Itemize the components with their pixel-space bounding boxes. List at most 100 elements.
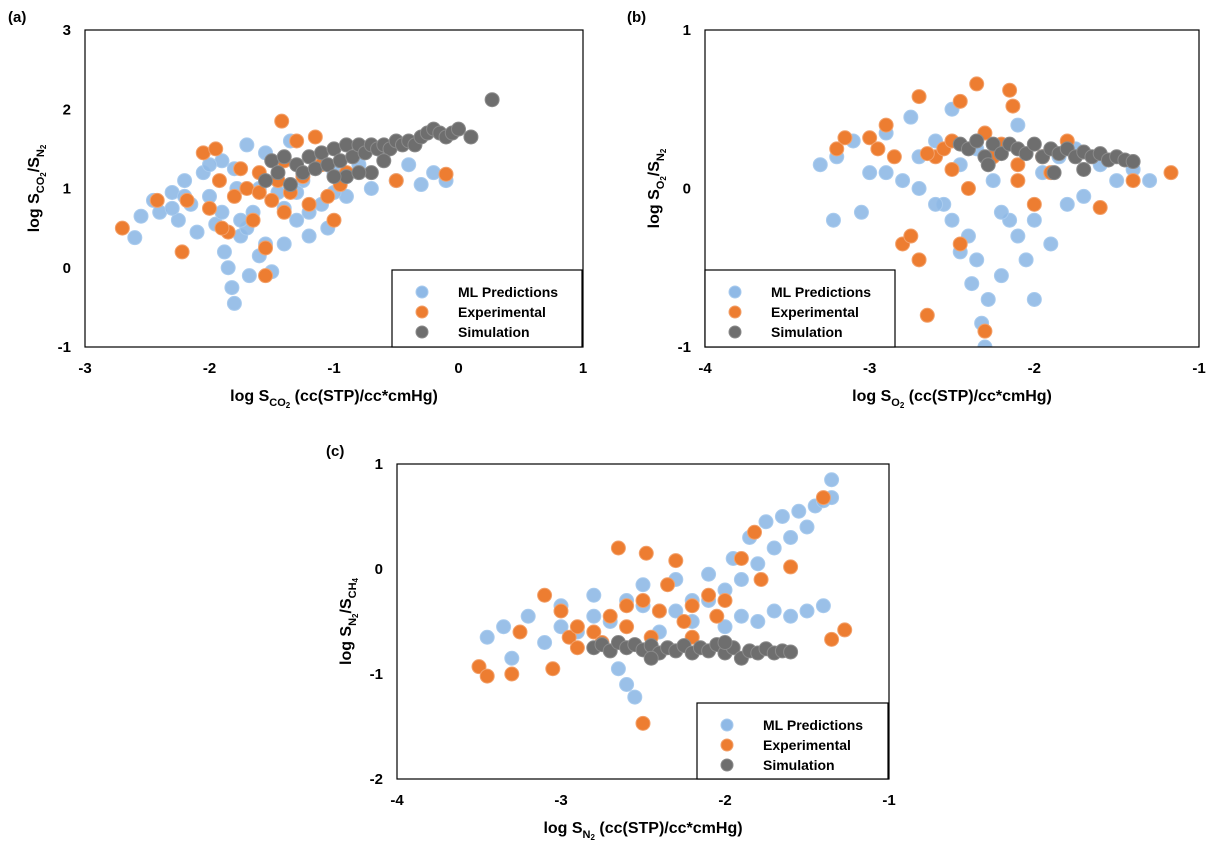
experimental-legend-label: Experimental [771,304,859,320]
x-tick-label: -4 [698,360,712,377]
experimental-point [586,624,602,640]
x-tick-label: -2 [718,792,731,809]
simulation-point [326,169,342,185]
experimental-point [545,661,561,677]
experimental-point [610,540,626,556]
simulation-point [717,635,733,650]
experimental-point [837,130,853,146]
ml-predictions-point [216,244,232,260]
experimental-point [619,619,635,635]
simulation-point [295,165,311,181]
simulation-point [993,146,1009,162]
experimental-point [553,603,569,619]
ml-predictions-point [241,268,257,284]
ml-predictions-point [799,603,815,619]
x-tick-label: -3 [78,360,91,377]
ml-predictions-point [701,566,717,582]
ml-predictions-point [553,619,569,635]
y-tick-label: 1 [375,456,383,473]
experimental-point [952,236,968,252]
experimental-point [709,608,725,624]
ml-predictions-point [903,109,919,125]
experimental-point [1125,173,1141,189]
experimental-point [226,188,242,204]
experimental-point [753,572,769,587]
experimental-point [195,145,211,161]
ml-predictions-point [189,224,205,240]
experimental-point [870,141,886,157]
y-tick-label: 1 [63,181,71,198]
experimental-point [815,490,831,506]
ml-predictions-point [1026,212,1042,228]
simulation-point [980,157,996,173]
ml-predictions-point [766,540,782,556]
experimental-point [602,608,618,624]
ml-predictions-point [401,157,417,173]
ml-predictions-point [220,260,236,276]
simulation-point [332,153,348,169]
simulation-point [1125,154,1141,170]
experimental-point [320,188,336,204]
legend: ML Predictions Experimental Simulation [704,269,896,348]
ml-predictions-point [862,165,878,181]
x-tick-label: -1 [327,360,340,377]
ml-predictions-point [928,196,944,212]
legend: ML Predictions Experimental Simulation [391,269,583,348]
experimental-point [1005,98,1021,114]
experimental-point [635,593,651,608]
y-tick-label: 0 [375,561,383,578]
ml-predictions-point [944,212,960,228]
ml-predictions-point [170,212,186,228]
ml-predictions-point [202,157,217,173]
ml-predictions-point [226,295,242,311]
panel-c: (c) -4 -3 -2 -1 -2 -1 0 1 log SN2 (cc(STP)/cc*cmH… [326,443,896,841]
experimental-point [289,133,305,149]
simulation-point [338,169,354,185]
ml-predictions-point [1026,291,1042,307]
x-tick-label: -4 [390,792,404,809]
ml-predictions-point [750,556,766,572]
ml-predictions-point [758,514,774,530]
ml-predictions-point [1043,236,1059,252]
simulation-point [969,133,985,149]
ml-predictions-point [1142,173,1158,189]
experimental-point [1026,196,1042,212]
simulation-point [307,161,323,177]
experimental-point [258,268,274,284]
ml-predictions-point [824,472,840,488]
simulation-point [363,165,379,181]
experimental-point [1002,82,1018,98]
experimental-point [911,252,927,268]
x-tick-label: -1 [1192,360,1205,377]
ml-predictions-point [413,177,429,193]
experimental-point [829,141,845,157]
simulation-point [484,92,500,108]
simulation-legend-marker [415,325,429,339]
experimental-point [561,629,577,645]
experimental-point [783,559,799,575]
experimental-point [233,161,249,177]
x-tick-label: 0 [454,360,462,377]
ml-predictions-point [520,608,536,624]
plot-frame [396,463,890,780]
experimental-point [274,113,290,129]
ml-predictions-point [853,204,869,220]
ml-predictions-point [1010,228,1026,244]
experimental-point [537,587,553,603]
plot-frame [84,29,584,348]
experimental-point [668,553,684,569]
x-tick-label: -3 [554,792,567,809]
experimental-point [977,323,993,339]
experimental-point [504,666,520,682]
ml-predictions-point [964,276,980,292]
ml-predictions-point [496,619,512,635]
experimental-point [733,551,749,566]
experimental-point [1163,165,1179,181]
ml-predictions-point [1010,117,1026,133]
ml-predictions-point [133,208,149,224]
y-tick-label: -1 [370,666,383,683]
experimental-point [214,220,230,236]
ml-predictions-point [750,614,766,629]
ml-predictions-point [627,689,643,705]
ml-predictions-point [774,509,790,524]
